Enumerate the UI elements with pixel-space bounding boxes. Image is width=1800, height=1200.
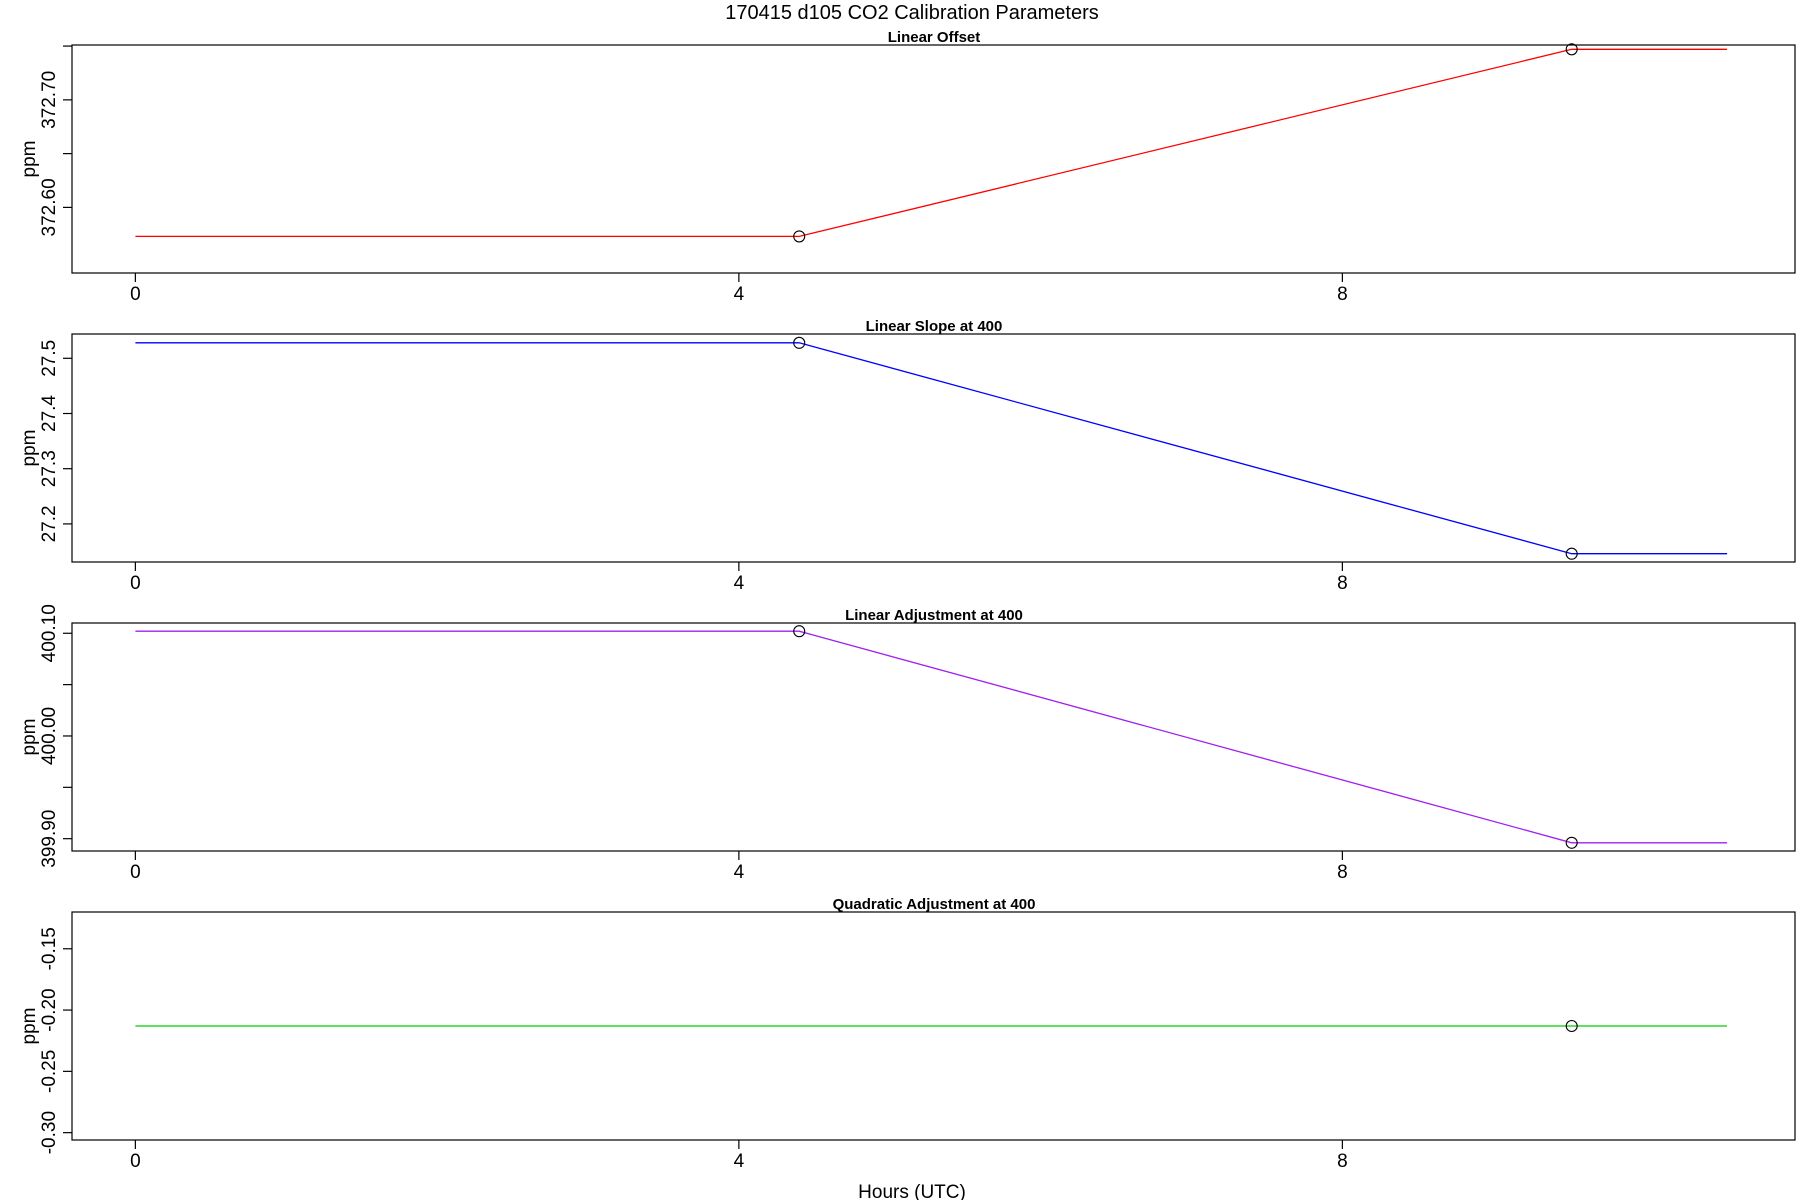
y-tick-label: 400.10 [39, 604, 60, 662]
data-point-marker [1565, 547, 1578, 560]
chart-panel-3: Linear Adjustment at 400 0 4 8 399.90 400.00 4… [19, 604, 1796, 883]
y-axis-label: ppm [19, 141, 40, 178]
x-tick-label: 4 [734, 284, 745, 305]
panel-title: Quadratic Adjustment at 400 [833, 896, 1036, 913]
x-tick-label: 4 [734, 862, 745, 883]
plot-frame [71, 911, 1796, 1141]
panel-title: Linear Slope at 400 [866, 318, 1003, 335]
plot-frame [71, 333, 1796, 563]
y-tick-label: -0.30 [39, 1111, 60, 1154]
data-point-marker [1565, 836, 1578, 849]
panel-title: Linear Offset [888, 29, 981, 46]
x-tick-label: 8 [1337, 1151, 1348, 1172]
y-tick-label: 27.5 [39, 340, 60, 377]
y-tick-label: 400.00 [39, 707, 60, 765]
chart-panel-1: Linear Offset 0 4 8 372.60 372.70 ppm [19, 29, 1796, 305]
chart-panel-2: Linear Slope at 400 0 4 8 27.2 27.3 27.4 27.5 pp… [19, 318, 1796, 594]
figure-title: 170415 d105 CO2 Calibration Parameters [725, 2, 1099, 24]
y-tick-label: -0.20 [39, 988, 60, 1031]
series-line [135, 342, 1728, 555]
plot-frame [71, 622, 1796, 852]
series-line [135, 48, 1728, 238]
x-tick-label: 8 [1337, 573, 1348, 594]
y-tick-label: 399.90 [39, 810, 60, 868]
y-tick-label: 27.3 [39, 450, 60, 487]
y-axis-label: ppm [19, 1008, 40, 1045]
y-axis-label: ppm [19, 430, 40, 467]
x-tick-label: 0 [130, 862, 141, 883]
x-tick-label: 0 [130, 1151, 141, 1172]
data-point-marker [1565, 1019, 1578, 1033]
data-point-marker [793, 336, 806, 349]
y-tick-label: -0.25 [39, 1050, 60, 1093]
x-tick-label: 8 [1337, 284, 1348, 305]
plot-frame [71, 44, 1796, 274]
chart-panel-4: Quadratic Adjustment at 400 0 4 8 -0.30 -0.25… [19, 896, 1796, 1200]
data-point-marker [793, 230, 806, 243]
y-axis-label: ppm [19, 719, 40, 756]
x-tick-label: 8 [1337, 862, 1348, 883]
data-point-marker [1565, 43, 1578, 56]
x-tick-label: 4 [734, 573, 745, 594]
x-tick-label: 0 [130, 284, 141, 305]
y-tick-label: 372.60 [39, 178, 60, 236]
y-tick-label: -0.15 [39, 927, 60, 970]
panel-title: Linear Adjustment at 400 [845, 607, 1023, 624]
series-line [135, 630, 1728, 844]
y-tick-label: 27.4 [39, 395, 60, 432]
data-point-marker [793, 625, 806, 638]
x-tick-label: 4 [734, 1151, 745, 1172]
x-tick-label: 0 [130, 573, 141, 594]
x-axis-label: Hours (UTC) [858, 1182, 966, 1200]
y-tick-label: 372.70 [39, 71, 60, 129]
y-tick-label: 27.2 [39, 505, 60, 542]
